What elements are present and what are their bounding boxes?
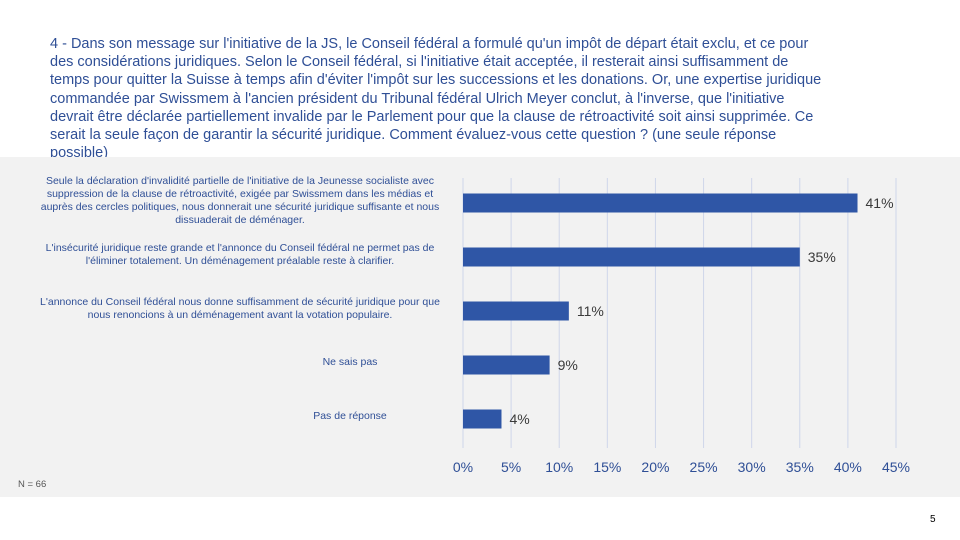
category-label: Seule la déclaration d'invalidité partie… (40, 174, 440, 227)
x-tick-label: 5% (501, 459, 521, 475)
data-label: 9% (558, 357, 578, 373)
category-label: Pas de réponse (313, 410, 387, 423)
category-label: L'insécurité juridique reste grande et l… (45, 241, 435, 267)
bar (463, 355, 550, 375)
x-tick-label: 40% (834, 459, 862, 475)
bar (463, 247, 800, 267)
x-tick-label: 45% (882, 459, 910, 475)
x-tick-label: 35% (786, 459, 814, 475)
x-tick-label: 15% (593, 459, 621, 475)
x-tick-label: 20% (641, 459, 669, 475)
data-label: 35% (808, 249, 836, 265)
page-number: 5 (930, 514, 936, 525)
sample-size-label: N = 66 (18, 479, 47, 490)
bar (463, 193, 858, 213)
data-label: 41% (866, 195, 894, 211)
category-label: L'annonce du Conseil fédéral nous donne … (40, 295, 440, 321)
x-tick-label: 25% (690, 459, 718, 475)
x-tick-label: 0% (453, 459, 473, 475)
data-label: 11% (577, 303, 604, 319)
x-tick-label: 30% (738, 459, 766, 475)
bar (463, 301, 569, 321)
x-tick-label: 10% (545, 459, 573, 475)
data-label: 4% (509, 411, 529, 427)
bar (463, 409, 502, 429)
category-label: Ne sais pas (322, 356, 378, 369)
